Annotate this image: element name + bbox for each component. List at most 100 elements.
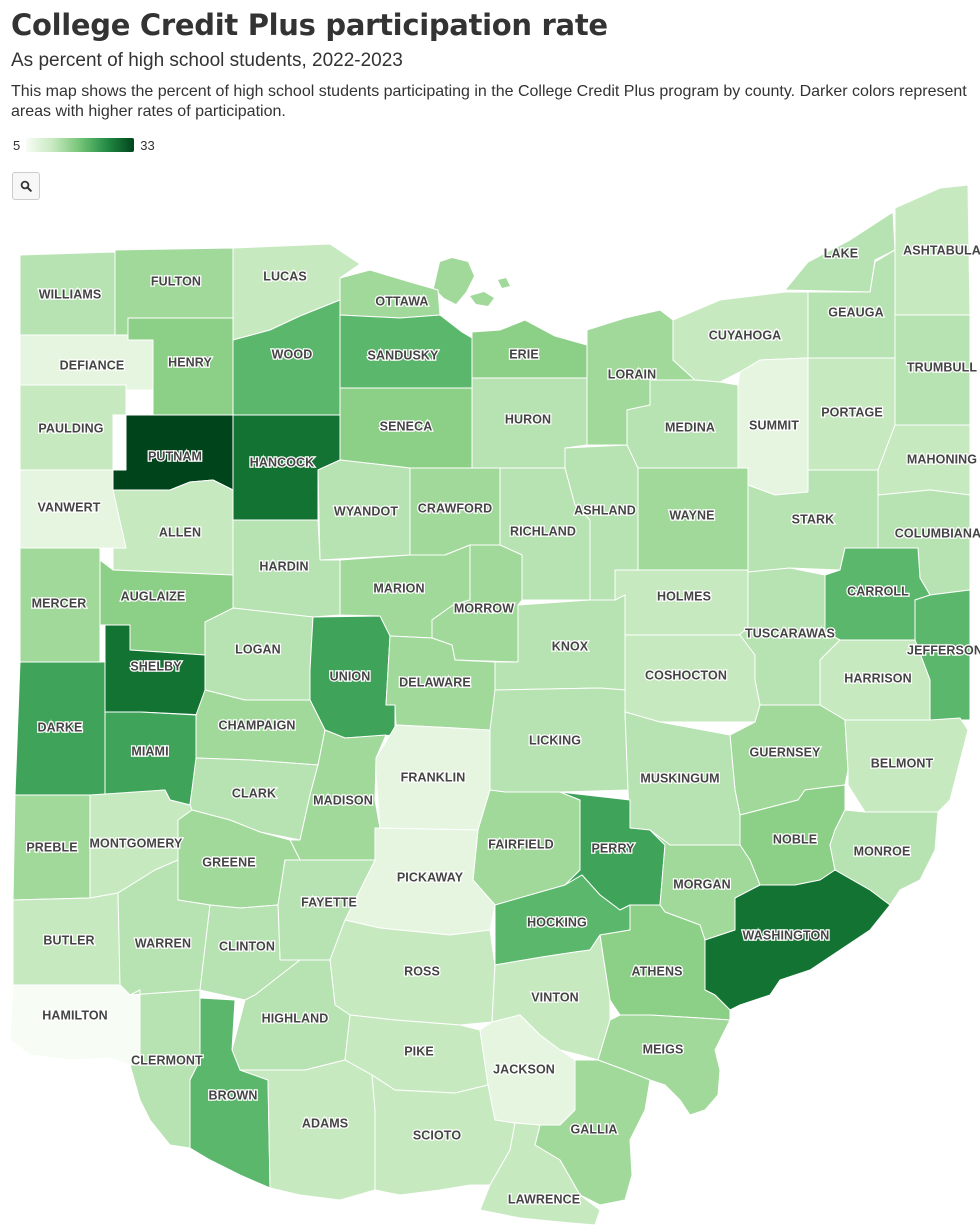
county-label-ashland: ASHLAND [574, 503, 636, 517]
county-label-lawrence: LAWRENCE [508, 1192, 580, 1206]
county-label-ottawa: OTTAWA [375, 294, 428, 308]
county-label-licking: LICKING [529, 733, 581, 747]
county-label-putnam: PUTNAM [148, 449, 202, 463]
county-label-logan: LOGAN [235, 642, 281, 656]
map-subtitle: As percent of high school students, 2022… [11, 50, 403, 71]
county-label-erie: ERIE [509, 347, 539, 361]
county-label-huron: HURON [505, 412, 551, 426]
county-label-monroe: MONROE [854, 844, 911, 858]
county-label-fulton: FULTON [151, 274, 201, 288]
county-label-ross: ROSS [404, 964, 440, 978]
county-label-franklin: FRANKLIN [401, 770, 466, 784]
county-label-seneca: SENECA [380, 419, 433, 433]
county-label-preble: PREBLE [26, 840, 77, 854]
county-label-harrison: HARRISON [844, 671, 911, 685]
county-label-athens: ATHENS [631, 964, 682, 978]
county-label-sandusky: SANDUSKY [368, 348, 440, 362]
county-label-ashtabula: ASHTABULA [903, 243, 980, 257]
county-label-wyandot: WYANDOT [334, 504, 398, 518]
county-label-clark: CLARK [232, 786, 276, 800]
zoom-search-button[interactable] [12, 172, 40, 200]
map-title: College Credit Plus participation rate [11, 8, 608, 42]
county-label-darke: DARKE [38, 720, 83, 734]
legend-gradient-bar [26, 138, 135, 152]
county-label-auglaize: AUGLAIZE [121, 589, 186, 603]
county-label-lake: LAKE [824, 246, 858, 260]
county-label-allen: ALLEN [159, 525, 201, 539]
legend-max-label: 33 [140, 137, 155, 153]
county-label-wayne: WAYNE [669, 508, 714, 522]
county-label-meigs: MEIGS [643, 1042, 684, 1056]
county-label-clinton: CLINTON [219, 939, 275, 953]
county-label-adams: ADAMS [302, 1116, 348, 1130]
county-label-butler: BUTLER [43, 933, 94, 947]
county-label-lucas: LUCAS [263, 269, 307, 283]
county-label-cuyahoga: CUYAHOGA [709, 328, 782, 342]
county-belmont[interactable] [844, 717, 969, 813]
county-label-tuscarawas: TUSCARAWAS [745, 626, 835, 640]
county-label-hancock: HANCOCK [250, 455, 315, 469]
county-label-columbiana: COLUMBIANA [895, 526, 980, 540]
county-label-washington: WASHINGTON [743, 928, 830, 942]
county-label-highland: HIGHLAND [262, 1011, 329, 1025]
color-legend: 5 33 [13, 137, 155, 153]
county-label-union: UNION [330, 669, 371, 683]
county-label-medina: MEDINA [665, 420, 715, 434]
county-label-morrow: MORROW [454, 601, 514, 615]
county-label-lorain: LORAIN [608, 367, 657, 381]
county-meigs[interactable] [597, 1014, 731, 1116]
county-label-defiance: DEFIANCE [60, 358, 125, 372]
county-label-holmes: HOLMES [657, 589, 711, 603]
county-label-knox: KNOX [552, 639, 589, 653]
county-label-clermont: CLERMONT [131, 1053, 203, 1067]
county-label-belmont: BELMONT [871, 756, 934, 770]
county-label-geauga: GEAUGA [828, 305, 883, 319]
county-label-guernsey: GUERNSEY [750, 745, 822, 759]
county-label-hardin: HARDIN [259, 559, 308, 573]
county-label-mahoning: MAHONING [907, 452, 977, 466]
county-label-portage: PORTAGE [821, 405, 883, 419]
county-label-hocking: HOCKING [527, 915, 587, 929]
county-label-greene: GREENE [202, 855, 255, 869]
county-label-scioto: SCIOTO [413, 1128, 461, 1142]
county-label-fairfield: FAIRFIELD [488, 837, 553, 851]
county-label-paulding: PAULDING [38, 421, 103, 435]
county-label-vanwert: VANWERT [38, 500, 101, 514]
county-label-mercer: MERCER [32, 596, 87, 610]
county-label-henry: HENRY [168, 355, 212, 369]
county-label-jackson: JACKSON [493, 1062, 555, 1076]
county-label-champaign: CHAMPAIGN [218, 718, 295, 732]
county-label-crawford: CRAWFORD [418, 501, 492, 515]
map-description: This map shows the percent of high schoo… [11, 83, 967, 120]
county-label-pike: PIKE [404, 1044, 434, 1058]
county-label-gallia: GALLIA [570, 1122, 617, 1136]
county-label-wood: WOOD [272, 347, 313, 361]
magnifier-icon [20, 180, 32, 192]
lake-erie-islands [434, 258, 510, 306]
county-label-pickaway: PICKAWAY [397, 870, 464, 884]
county-label-montgomery: MONTGOMERY [90, 836, 183, 850]
county-label-stark: STARK [792, 512, 835, 526]
county-hamilton[interactable] [9, 984, 141, 1066]
county-label-perry: PERRY [591, 841, 635, 855]
county-lawrence[interactable] [479, 1122, 601, 1225]
county-monroe[interactable] [829, 809, 939, 906]
county-label-muskingum: MUSKINGUM [640, 771, 719, 785]
county-label-miami: MIAMI [131, 744, 168, 758]
county-label-summit: SUMMIT [749, 418, 799, 432]
county-label-shelby: SHELBY [130, 659, 182, 673]
county-label-carroll: CARROLL [847, 584, 909, 598]
county-label-jefferson: JEFFERSON [907, 643, 980, 657]
county-label-warren: WARREN [135, 936, 191, 950]
county-label-vinton: VINTON [531, 990, 579, 1004]
county-label-trumbull: TRUMBULL [907, 360, 977, 374]
county-label-richland: RICHLAND [510, 524, 576, 538]
county-label-brown: BROWN [208, 1088, 257, 1102]
county-label-noble: NOBLE [773, 832, 817, 846]
county-label-morgan: MORGAN [673, 877, 731, 891]
county-label-hamilton: HAMILTON [42, 1008, 108, 1022]
legend-min-label: 5 [13, 137, 21, 153]
county-label-coshocton: COSHOCTON [645, 668, 727, 682]
county-label-madison: MADISON [313, 793, 373, 807]
